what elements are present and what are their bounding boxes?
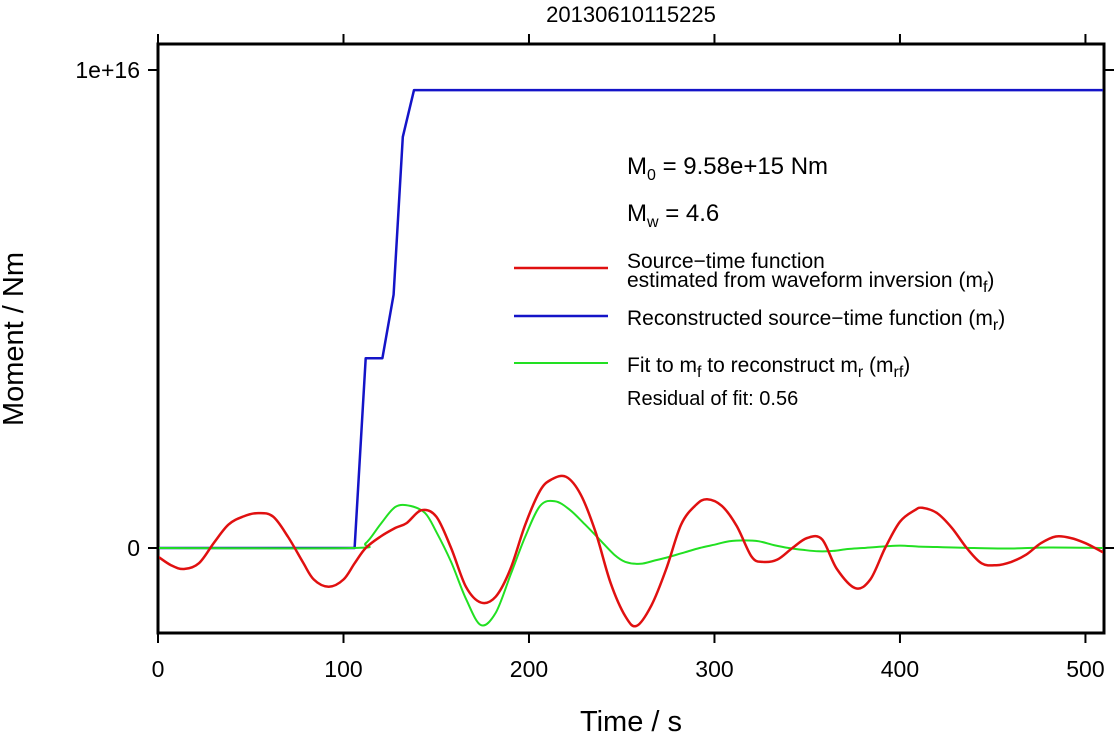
y-tick-label: 1e+16	[75, 57, 140, 83]
chart-title: 20130610115225	[546, 2, 716, 27]
axis-ticks: 0 100 200 300 400 500 0 1e+16	[75, 34, 1114, 682]
x-tick-label: 300	[695, 656, 733, 682]
series-line-waveform	[159, 474, 1103, 628]
legend-label-reconstructed: Reconstructed source−time function (mr)	[627, 307, 1005, 334]
residual-annotation: Residual of fit: 0.56	[627, 388, 798, 410]
legend: Source−time function estimated from wave…	[514, 250, 1005, 381]
x-tick-label: 0	[152, 656, 165, 682]
mw-annotation: Mw = 4.6	[627, 200, 719, 231]
x-tick-label: 500	[1066, 656, 1104, 682]
x-tick-label: 100	[324, 656, 362, 682]
plot-frame	[156, 42, 1106, 635]
y-tick-label: 0	[127, 535, 140, 561]
x-tick-label: 400	[881, 656, 919, 682]
m0-annotation: M0 = 9.58e+15 Nm	[627, 153, 828, 184]
legend-label-waveform-line2: estimated from waveform inversion (mf)	[627, 269, 994, 296]
legend-label-waveform-line1: Source−time function	[627, 250, 825, 273]
series-layer	[159, 88, 1103, 628]
y-axis-title: Moment / Nm	[0, 252, 30, 426]
series-line-fit	[159, 499, 1103, 627]
x-axis-title: Time / s	[580, 706, 682, 734]
legend-label-fit: Fit to mf to reconstruct mr (mrf)	[627, 354, 910, 381]
x-tick-label: 200	[510, 656, 548, 682]
series-line-reconstructed	[159, 88, 1103, 550]
